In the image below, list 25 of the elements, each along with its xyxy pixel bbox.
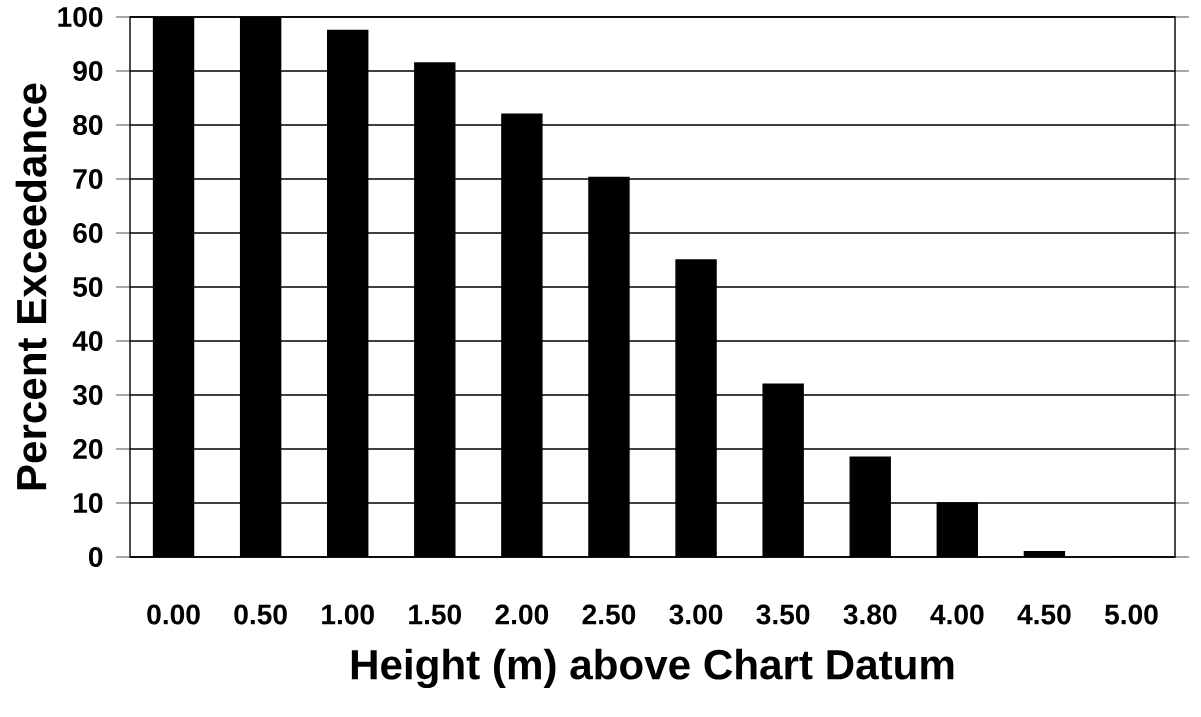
x-tick-label: 5.00: [1104, 604, 1158, 625]
x-tick-label: 4.50: [1017, 604, 1071, 625]
y-tick-label: 50: [73, 277, 103, 297]
y-tick-label: 100: [58, 7, 103, 27]
y-tick-label: 10: [74, 493, 103, 513]
y-tick-label: 60: [73, 223, 103, 243]
x-tick-label: 4.00: [930, 604, 984, 625]
x-tick-label: 0.50: [234, 604, 287, 625]
x-axis-title: Height (m) above Chart Datum: [351, 648, 954, 689]
y-tick-label: 80: [73, 115, 103, 135]
x-tick-label: 1.50: [409, 604, 462, 625]
x-tick-label: 3.80: [843, 604, 897, 625]
x-tick-label: 2.00: [495, 604, 549, 625]
y-tick-label: 40: [72, 331, 103, 351]
y-tick-label: 20: [73, 439, 103, 459]
y-tick-label: 90: [73, 61, 103, 81]
x-tick-label: 2.50: [582, 604, 636, 625]
y-tick-label: 70: [73, 169, 103, 189]
y-axis-title: Percent Exceedance: [15, 83, 47, 490]
x-tick-label: 1.00: [322, 604, 374, 625]
y-tick-label: 30: [72, 385, 103, 405]
x-tick-label: 3.00: [669, 604, 723, 625]
x-tick-label: 0.00: [147, 604, 200, 625]
y-tick-label: 0: [88, 547, 103, 567]
x-tick-label: 3.50: [756, 604, 810, 625]
